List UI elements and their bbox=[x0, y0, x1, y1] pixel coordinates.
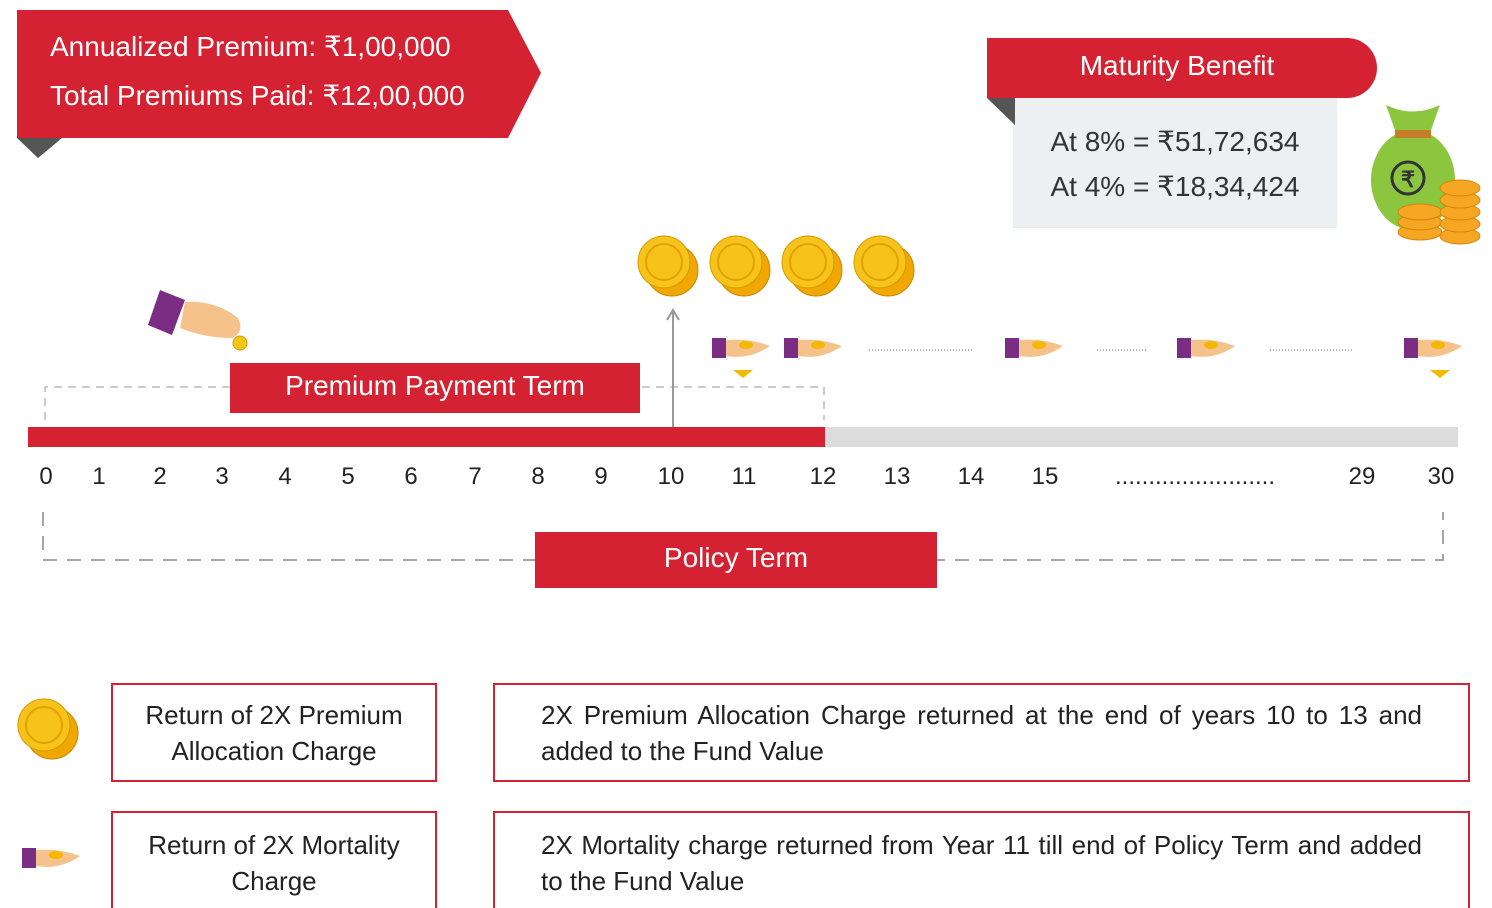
timeline-label: 29 bbox=[1349, 463, 1376, 491]
coins bbox=[811, 341, 825, 349]
timeline-label: 30 bbox=[1428, 463, 1455, 491]
coin bbox=[18, 699, 78, 759]
maturity-title: Maturity Benefit bbox=[987, 50, 1367, 82]
timeline-label: 5 bbox=[341, 463, 354, 491]
coins bbox=[1032, 341, 1046, 349]
page: ₹ Annualized Premium: ₹1,00,000 Total Pr… bbox=[0, 0, 1492, 908]
timeline-label: 14 bbox=[958, 463, 985, 491]
svg-text:₹: ₹ bbox=[1401, 167, 1415, 192]
maturity-panel bbox=[1013, 98, 1337, 228]
hand bbox=[712, 338, 770, 358]
header-line: Annualized Premium: ₹1,00,000 bbox=[50, 30, 451, 63]
timeline-label: 4 bbox=[278, 463, 291, 491]
cuff bbox=[712, 338, 726, 358]
timeline-label: 11 bbox=[732, 463, 757, 491]
timeline-rest bbox=[825, 427, 1458, 447]
legend-description: 2X Premium Allocation Charge returned at… bbox=[493, 683, 1470, 782]
timeline-label: 7 bbox=[468, 463, 481, 491]
coin-icons bbox=[638, 236, 914, 296]
coin bbox=[854, 236, 914, 296]
marker bbox=[733, 370, 753, 378]
hand bbox=[1005, 338, 1063, 358]
hand bbox=[1404, 338, 1462, 358]
legend-label: Return of 2X Mortality Charge bbox=[111, 811, 437, 908]
coins bbox=[49, 851, 63, 859]
coins bbox=[739, 341, 753, 349]
hand bbox=[784, 338, 842, 358]
header-line: Total Premiums Paid: ₹12,00,000 bbox=[50, 79, 465, 112]
cuff bbox=[784, 338, 798, 358]
coins bbox=[1431, 341, 1445, 349]
banner-fold bbox=[17, 138, 62, 158]
coin bbox=[782, 236, 842, 296]
hand-icons bbox=[712, 338, 1462, 358]
coin bbox=[710, 236, 770, 296]
payer-hand bbox=[148, 290, 247, 350]
coin bbox=[638, 236, 698, 296]
ppt-label: Premium Payment Term bbox=[230, 370, 640, 402]
legend-icons bbox=[18, 699, 80, 868]
timeline-label: 9 bbox=[594, 463, 607, 491]
coins bbox=[1204, 341, 1218, 349]
maturity-fold bbox=[987, 98, 1015, 125]
timeline-label: 2 bbox=[153, 463, 166, 491]
policy-term-label: Policy Term bbox=[535, 542, 937, 574]
timeline-label: 10 bbox=[658, 463, 685, 491]
hand bbox=[1177, 338, 1235, 358]
maturity-line: At 4% = ₹18,34,424 bbox=[1013, 170, 1337, 203]
timeline-label: 12 bbox=[810, 463, 837, 491]
timeline-label: 6 bbox=[404, 463, 417, 491]
money-bag: ₹ bbox=[1371, 105, 1480, 244]
hand bbox=[22, 848, 80, 868]
timeline-label: 15 bbox=[1032, 463, 1059, 491]
timeline-label: ........................ bbox=[1115, 463, 1275, 491]
timeline-label: 3 bbox=[215, 463, 228, 491]
legend-description: 2X Mortality charge returned from Year 1… bbox=[493, 811, 1470, 908]
maturity-line: At 8% = ₹51,72,634 bbox=[1013, 125, 1337, 158]
cuff bbox=[1005, 338, 1019, 358]
timeline-label: 1 bbox=[92, 463, 105, 491]
timeline-label: 13 bbox=[884, 463, 911, 491]
cuff bbox=[22, 848, 36, 868]
timeline-paid bbox=[28, 427, 825, 447]
timeline-label: 8 bbox=[531, 463, 544, 491]
cuff bbox=[1177, 338, 1191, 358]
marker bbox=[1430, 370, 1450, 378]
legend-label: Return of 2X Premium Allocation Charge bbox=[111, 683, 437, 782]
timeline-label: 0 bbox=[39, 463, 52, 491]
cuff bbox=[1404, 338, 1418, 358]
